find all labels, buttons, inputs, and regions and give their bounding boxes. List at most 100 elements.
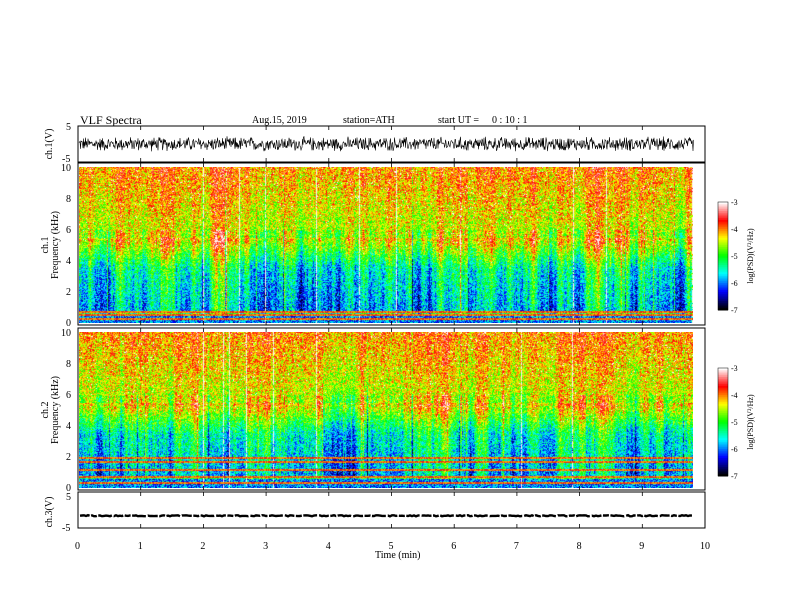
ch2-colorbar-swatch (718, 387, 728, 391)
ch2-colorbar-swatch (718, 427, 728, 430)
ch1-colorbar-swatch (718, 308, 728, 311)
ch2-colorbar-swatch (718, 393, 728, 396)
ch2-colorbar-swatch (718, 447, 728, 450)
ch2-spectrogram-image (79, 332, 693, 488)
ch2-colorbar-swatch (718, 396, 728, 400)
ch1-colorbar-swatch (718, 279, 728, 282)
ch1-colorbar-swatch (718, 229, 728, 232)
ch1-voltage-ylabel: ch.1(V) (44, 129, 55, 160)
ch1-colorbar-swatch (718, 292, 728, 295)
ch1-colorbar: -3 -4 -5 -6 -7 log(PSD)(V²/Hz) (717, 198, 755, 315)
ch2-colorbar-swatch (718, 418, 728, 421)
ch1-colorbar-tick-m3: -3 (731, 198, 738, 207)
ch2-colorbar-swatch (718, 468, 728, 472)
ch1-colorbar-swatch (718, 247, 728, 250)
ch1-freq-tick-0: 0 (66, 318, 71, 329)
ch2-colorbar-frame (717, 367, 729, 477)
ch2-colorbar-swatch (718, 463, 728, 466)
ch2-colorbar-swatch (718, 449, 728, 452)
time-tick-label-0: 0 (75, 541, 80, 552)
time-axis: 0 1 2 3 4 5 6 7 8 9 10 (75, 126, 710, 552)
ch1-colorbar-swatch (718, 223, 728, 226)
ch2-colorbar-swatch (718, 411, 728, 414)
ch2-colorbar-swatch (718, 382, 728, 385)
ch2-colorbar-swatch (718, 474, 728, 477)
ch1-colorbar-swatch (718, 288, 728, 291)
ch1-colorbar-swatch (718, 302, 728, 306)
ch1-colorbar-swatch (718, 225, 728, 228)
ch1-colorbar-swatch (718, 263, 728, 266)
ch2-colorbar-swatch (718, 432, 728, 436)
ch1-colorbar-swatch (718, 290, 728, 293)
ch1-colorbar-swatch (718, 239, 728, 243)
ch2-spectrogram-ylabel: Frequency (kHz) (50, 376, 61, 444)
ch2-colorbar-swatch (718, 436, 728, 439)
ch2-colorbar-swatch (718, 407, 728, 410)
ch1-colorbar-swatch (718, 281, 728, 284)
ch1-colorbar-swatch (718, 232, 728, 235)
ch2-colorbar-swatch (718, 441, 728, 445)
ch1-colorbar-swatch (718, 270, 728, 273)
ch2-freq-tick-6: 6 (66, 390, 71, 401)
ch2-colorbar-swatch (718, 400, 728, 403)
ch2-colorbar-swatch (718, 416, 728, 419)
ch2-colorbar-swatch (718, 409, 728, 412)
ch1-colorbar-swatch (718, 275, 728, 279)
time-tick-label-2: 2 (200, 541, 205, 552)
ch2-freq-tick-0: 0 (66, 483, 71, 494)
ch1-colorbar-swatch (718, 202, 728, 205)
ch1-colorbar-swatch (718, 266, 728, 270)
ch1-colorbar-swatch (718, 261, 728, 264)
ch2-colorbar-swatch (718, 445, 728, 448)
ch2-colorbar-swatch (718, 422, 728, 425)
ch2-spectrogram-panel: 0 2 4 6 8 10 ch.2 Frequency (kHz) (40, 327, 706, 494)
ch2-colorbar-swatch (718, 375, 728, 378)
ch1-voltage-tick-bottom: -5 (62, 154, 70, 165)
ch3-voltage-tick-bottom: -5 (62, 523, 70, 534)
ch1-spectrogram-panel: 0 2 4 6 8 10 ch.1 Frequency (kHz) (40, 162, 706, 329)
ch2-colorbar-swatch (718, 472, 728, 475)
ch2-colorbar-swatch (718, 369, 728, 373)
ch2-colorbar-swatch (718, 391, 728, 394)
time-tick-label-5: 5 (389, 541, 394, 552)
ch1-colorbar-swatch (718, 218, 728, 221)
ch1-colorbar-swatch (718, 252, 728, 255)
ch1-colorbar-swatch (718, 293, 728, 297)
ch1-colorbar-swatch (718, 301, 728, 304)
ch2-colorbar-swatch (718, 389, 728, 392)
ch2-colorbar-swatch (718, 402, 728, 405)
ch2-colorbar-swatch (718, 440, 728, 443)
ch2-colorbar-swatch (718, 377, 728, 380)
ch2-colorbar-swatch (718, 431, 728, 434)
ch2-colorbar-tick-m3: -3 (731, 364, 738, 373)
ch1-freq-tick-6: 6 (66, 225, 71, 236)
ch1-colorbar-swatch (718, 248, 728, 252)
ch1-colorbar-swatch (718, 211, 728, 214)
start-ut-value: 0 : 10 : 1 (492, 115, 528, 126)
ch1-colorbar-swatch (718, 203, 728, 207)
ch1-colorbar-swatch (718, 238, 728, 241)
ch2-colorbar-tick-m6: -6 (731, 445, 738, 454)
ch2-colorbar-swatch (718, 458, 728, 461)
ch2-colorbar-swatch (718, 467, 728, 470)
ch2-colorbar-swatch (718, 461, 728, 464)
time-axis-label: Time (min) (375, 550, 420, 561)
ch2-colorbar-swatch (718, 368, 728, 371)
ch2-colorbar-swatch (718, 398, 728, 401)
ch2-colorbar-swatch (718, 420, 728, 423)
ch1-colorbar-swatch (718, 212, 728, 216)
ch1-colorbar-swatch (718, 283, 728, 286)
ch1-colorbar-swatch (718, 236, 728, 239)
ch2-colorbar-swatch (718, 454, 728, 457)
ch2-colorbar-swatch (718, 371, 728, 374)
ch1-colorbar-tick-m5: -5 (731, 252, 738, 261)
ch1-colorbar-swatch (718, 221, 728, 225)
ch2-colorbar-swatch (718, 434, 728, 437)
ch1-colorbar-swatch (718, 272, 728, 275)
ch2-colorbar-swatch (718, 443, 728, 446)
ch1-colorbar-swatch (718, 256, 728, 259)
ch2-freq-tick-2: 2 (66, 452, 71, 463)
ch1-colorbar-swatch (718, 205, 728, 208)
time-tick-label-8: 8 (577, 541, 582, 552)
ch1-spectrogram-image (79, 167, 693, 323)
